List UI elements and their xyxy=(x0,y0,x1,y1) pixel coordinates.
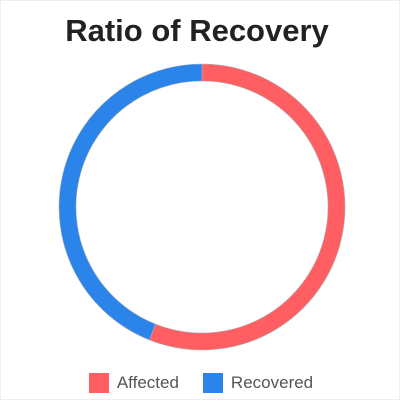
slice-recovered[interactable] xyxy=(58,63,203,341)
legend-item-affected[interactable]: Affected xyxy=(88,373,179,393)
legend-swatch-affected xyxy=(88,373,109,393)
chart-title: Ratio of Recovery xyxy=(65,13,329,48)
legend-label-recovered: Recovered xyxy=(230,373,314,392)
legend-label-affected: Affected xyxy=(116,373,179,392)
legend: Affected Recovered xyxy=(1,373,400,393)
slice-affected[interactable] xyxy=(148,63,346,351)
legend-item-recovered[interactable]: Recovered xyxy=(202,373,314,393)
legend-swatch-recovered xyxy=(202,373,223,393)
